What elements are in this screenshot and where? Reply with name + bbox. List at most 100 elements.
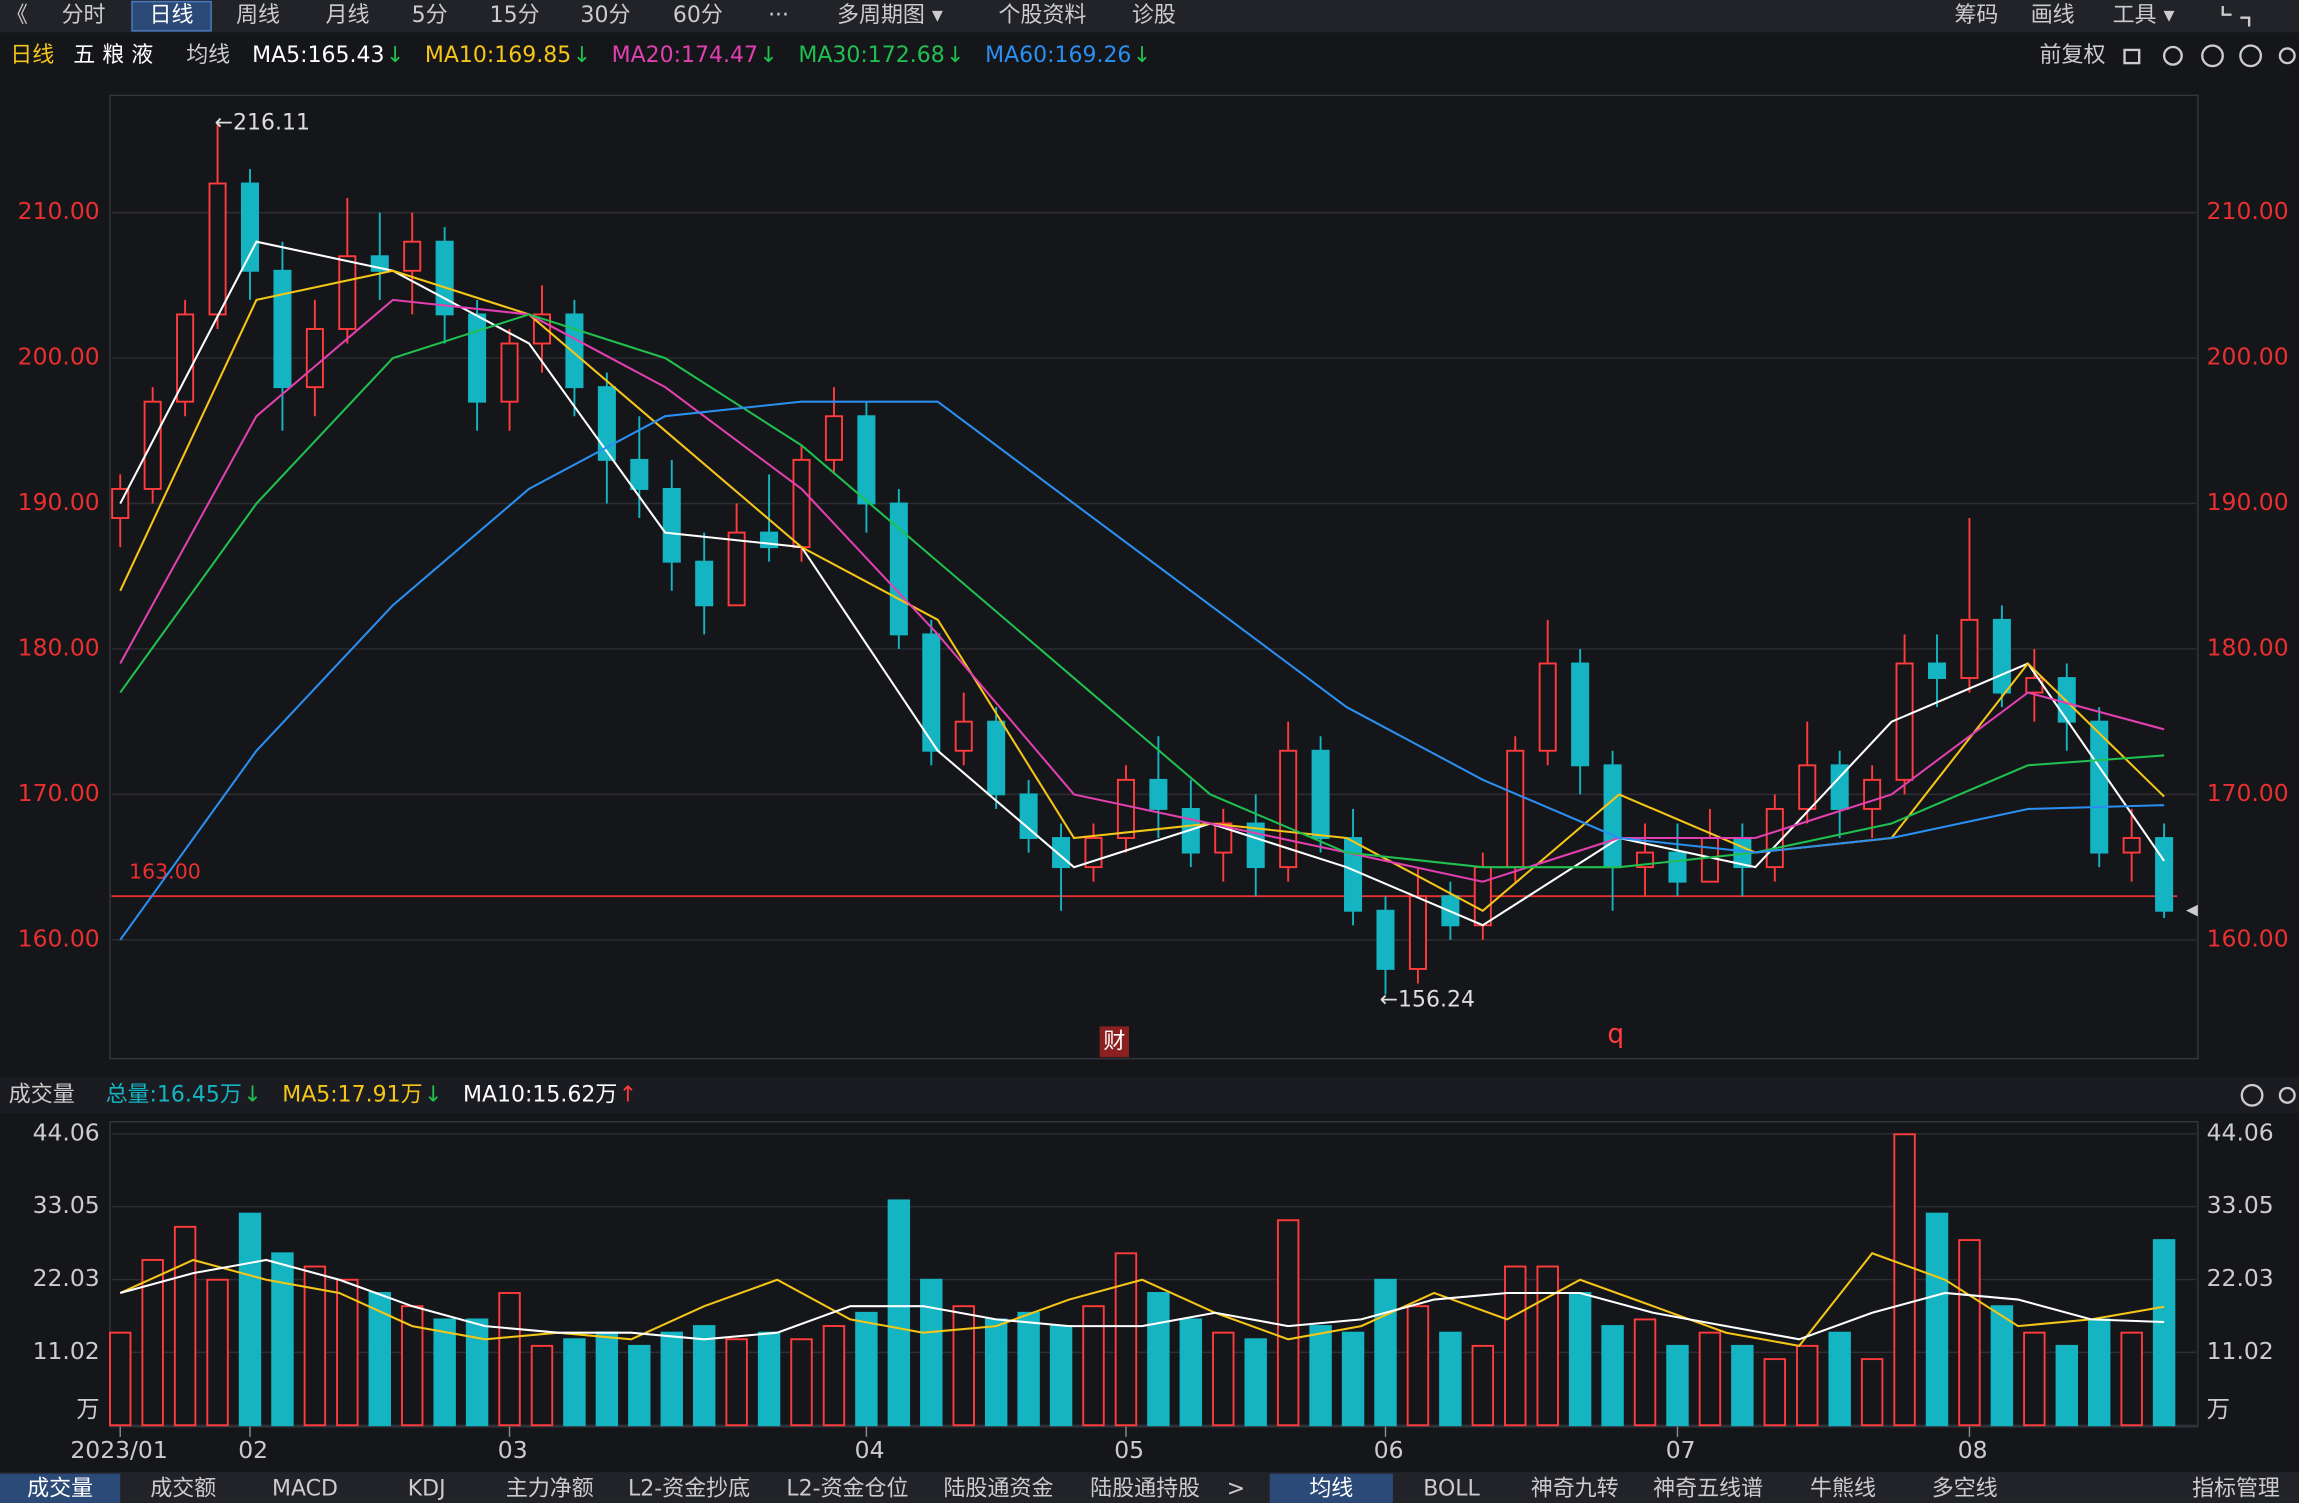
toolbar-tab[interactable]: 诊股: [1132, 3, 1176, 28]
toolbar-tab[interactable]: 5分: [412, 3, 448, 28]
settings-icon[interactable]: [2278, 47, 2296, 65]
volume-bar: [368, 1292, 391, 1427]
bottom-tab[interactable]: 成交额: [150, 1477, 216, 1502]
candle-body: [1344, 837, 1363, 912]
volume-bar: [1082, 1305, 1105, 1427]
volume-bar: [303, 1265, 327, 1427]
candle-body: [727, 531, 746, 607]
volume-bar: [2120, 1331, 2143, 1427]
volume-bar: [1374, 1278, 1397, 1427]
bottom-tab[interactable]: L2-资金仓位: [786, 1477, 908, 1502]
volume-bar: [498, 1292, 521, 1427]
bottom-tab[interactable]: 神奇九转: [1531, 1477, 1619, 1502]
bottom-tab[interactable]: 神奇五线谱: [1653, 1477, 1763, 1502]
back-button[interactable]: 《: [6, 3, 28, 28]
bottom-tab[interactable]: 主力净额: [506, 1477, 594, 1502]
bottom-tab[interactable]: 均线: [1309, 1477, 1353, 1502]
bottom-tab[interactable]: MACD: [272, 1477, 338, 1502]
bottom-tab[interactable]: L2-资金抄底: [628, 1477, 750, 1502]
settings-icon[interactable]: [2278, 1086, 2296, 1104]
event-marker[interactable]: q: [1607, 1020, 1624, 1050]
stock-name: 五 粮 液: [73, 43, 153, 68]
volume-bar: [822, 1325, 846, 1427]
y-tick-label: 44.06: [33, 1118, 100, 1146]
toolbar-tab[interactable]: 多周期图 ▾: [837, 3, 943, 28]
toolbar-tab[interactable]: 15分: [490, 3, 540, 28]
volume-bar: [725, 1338, 748, 1427]
volume-bar: [1893, 1133, 1916, 1427]
legend-item: MA10:15.62万: [463, 1082, 617, 1107]
volume-header: [0, 1077, 2299, 1113]
bottom-tab[interactable]: KDJ: [408, 1477, 446, 1502]
x-tick-label: 02: [238, 1436, 268, 1464]
legend-trend: ↑: [619, 1082, 637, 1107]
finance-marker[interactable]: 财: [1103, 1030, 1125, 1055]
y-tick-label: 190.00: [18, 488, 100, 516]
toolbar-right[interactable]: 筹码: [1954, 3, 1998, 28]
toolbar-tab[interactable]: 30分: [581, 3, 631, 28]
bottom-tab[interactable]: 陆股通资金: [944, 1477, 1054, 1502]
candle-body: [305, 328, 324, 389]
volume-bar: [563, 1338, 586, 1427]
bottom-tab[interactable]: 陆股通持股: [1090, 1477, 1200, 1502]
candle-body: [662, 488, 681, 563]
candle-body: [1668, 851, 1687, 883]
y-tick-label: 160.00: [18, 924, 100, 952]
high-annotation: ←216.11: [215, 111, 310, 136]
volume-bar: [1179, 1318, 1203, 1427]
undo-icon[interactable]: [2162, 45, 2183, 66]
legend-item: MA5:165.43: [252, 43, 384, 68]
candle-body: [2122, 837, 2141, 854]
bottom-tab[interactable]: BOLL: [1423, 1477, 1480, 1502]
fullscreen-icon[interactable]: [2221, 5, 2251, 27]
volume-bar: [887, 1199, 911, 1427]
toolbar-tab[interactable]: 日线: [150, 3, 194, 28]
volume-title: 成交量: [9, 1082, 75, 1107]
volume-bar: [1860, 1358, 1884, 1427]
candle-body: [1019, 793, 1038, 839]
candle-body: [143, 400, 162, 490]
x-tick-label: 2023/01: [70, 1436, 167, 1464]
y-tick-label-right: 180.00: [2207, 633, 2289, 661]
lock-icon[interactable]: [2123, 48, 2141, 65]
toolbar-tab[interactable]: 分时: [62, 3, 106, 28]
bottom-tab[interactable]: 多空线: [1932, 1477, 1998, 1502]
toolbar-right[interactable]: 画线: [2031, 3, 2075, 28]
candle-body: [2090, 720, 2109, 854]
toolbar-tab[interactable]: 60分: [673, 3, 723, 28]
toolbar-tab[interactable]: 月线: [326, 3, 370, 28]
candle-body: [1960, 618, 1979, 679]
candle-body: [240, 182, 260, 272]
x-tick-label: 04: [855, 1436, 885, 1464]
candle-body: [1149, 778, 1168, 810]
volume-bar: [920, 1278, 943, 1427]
legend-item: 总量:16.45万: [106, 1082, 242, 1107]
zoom-in-icon[interactable]: [2201, 44, 2224, 68]
volume-bar: [1471, 1344, 1495, 1427]
volume-bar: [1925, 1212, 1949, 1427]
volume-bar: [790, 1338, 813, 1427]
toolbar-right[interactable]: 工具 ▾: [2113, 3, 2175, 28]
toolbar-tab[interactable]: 个股资料: [998, 3, 1086, 28]
y-tick-label-right: 200.00: [2207, 343, 2289, 371]
candle-body: [1895, 662, 1914, 781]
y-tick-label-right: 22.03: [2207, 1264, 2274, 1292]
adjust[interactable]: 前复权: [2040, 43, 2106, 68]
toolbar-tab[interactable]: 周线: [236, 3, 280, 28]
volume-bar: [1406, 1305, 1430, 1427]
volume-ma-line: [119, 1258, 2165, 1341]
indicator-manage[interactable]: 指标管理: [2192, 1477, 2280, 1502]
candle-body: [1279, 749, 1298, 869]
bottom-tab[interactable]: 成交量: [27, 1477, 93, 1502]
volume-bar: [1568, 1292, 1592, 1427]
zoom-out-icon[interactable]: [2239, 44, 2263, 68]
y-tick-label: 180.00: [18, 633, 100, 661]
close-icon[interactable]: [2240, 1083, 2264, 1107]
x-tick-label: 08: [1958, 1436, 1988, 1464]
bottom-tab[interactable]: 牛熊线: [1810, 1477, 1876, 1502]
y-tick-label: 11.02: [33, 1337, 100, 1365]
toolbar-tab[interactable]: ···: [768, 3, 789, 28]
volume-bar: [2088, 1318, 2111, 1427]
bottom-more[interactable]: >: [1227, 1477, 1245, 1502]
